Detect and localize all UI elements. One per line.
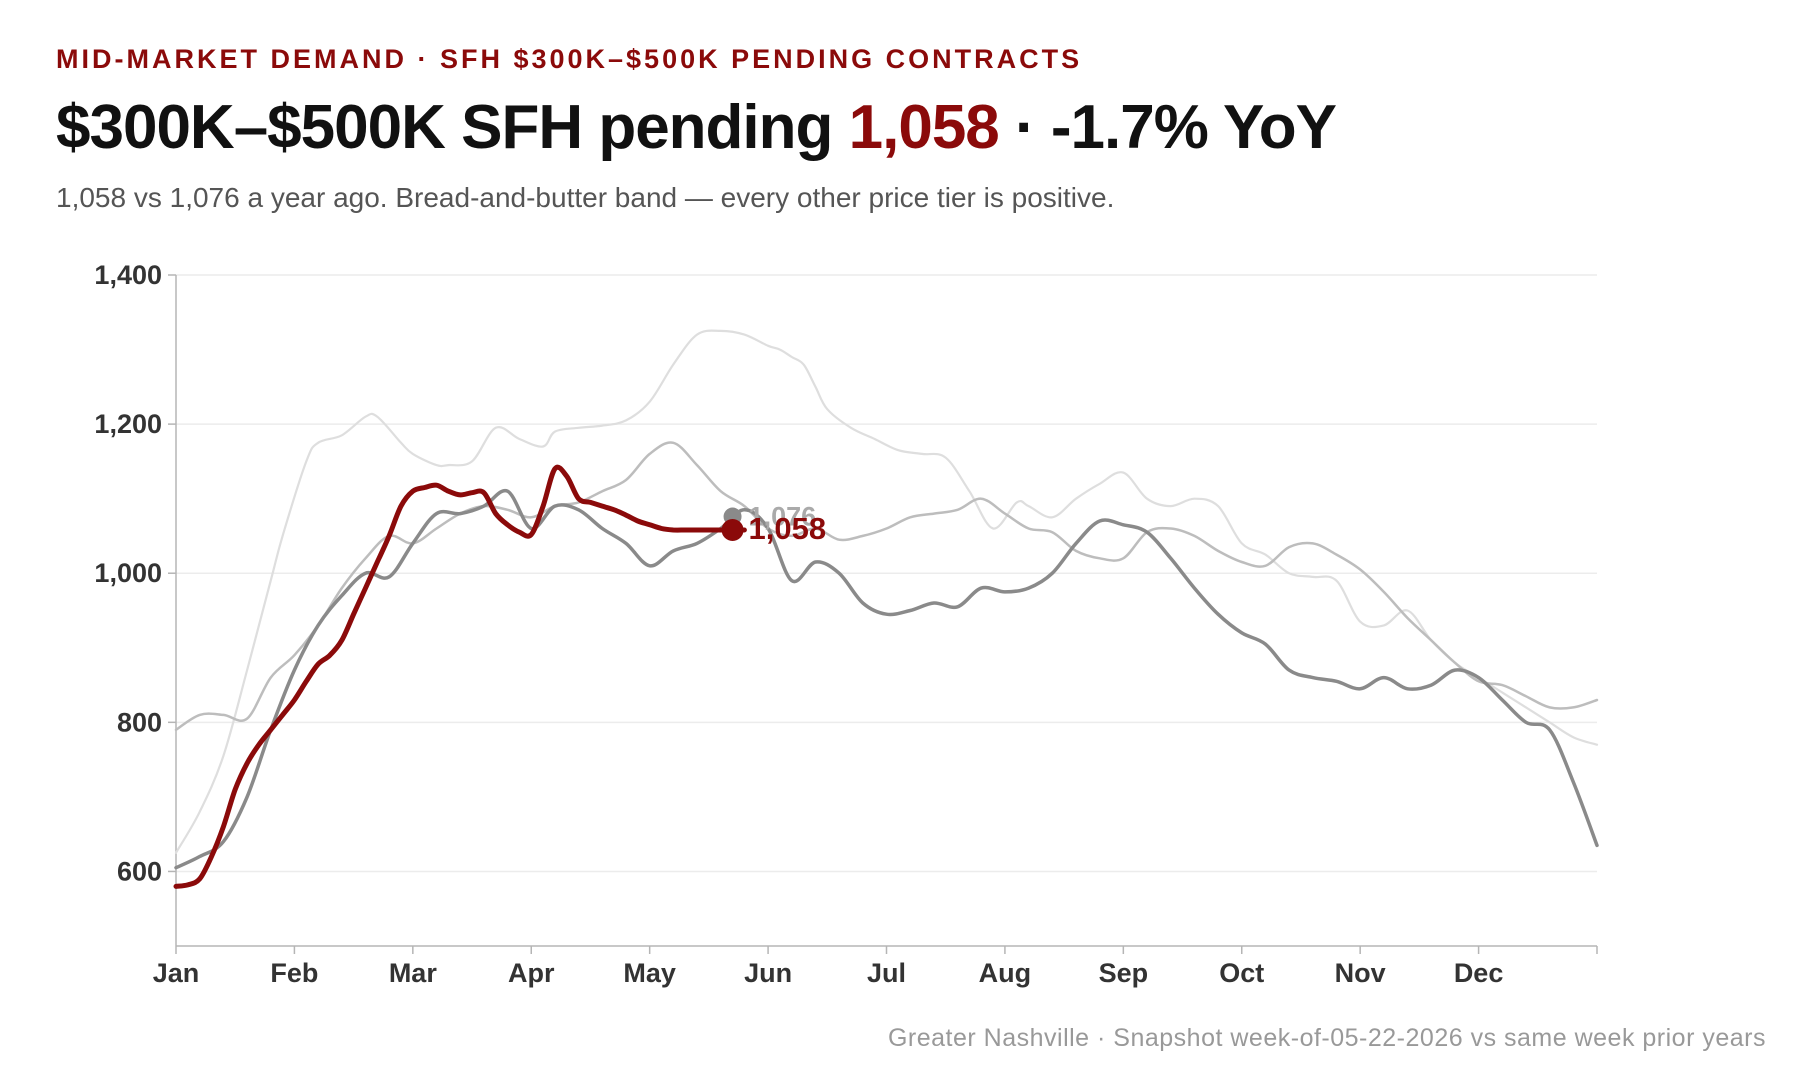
headline-prefix: $300K–$500K SFH pending xyxy=(56,93,849,162)
series-line-current xyxy=(173,464,747,889)
y-tick-label: 1,400 xyxy=(94,260,162,290)
grid-lines xyxy=(176,274,1597,873)
x-tick-label: Sep xyxy=(1099,958,1149,988)
headline-value: 1,058 xyxy=(848,93,1000,162)
chart-kicker: MID-MARKET DEMAND · SFH $300K–$500K PEND… xyxy=(56,44,1083,74)
chart-headline: $300K–$500K SFH pending 1,058 · -1.7% Yo… xyxy=(56,92,1337,163)
x-tick-label: Jul xyxy=(867,958,906,988)
end-value-label: 1,076 xyxy=(749,502,817,532)
end-value-label: 1,058 xyxy=(749,511,827,546)
x-tick-label: Mar xyxy=(389,958,438,988)
y-tick-label: 600 xyxy=(117,856,162,886)
x-tick-label: Aug xyxy=(979,958,1031,988)
x-tick-label: Feb xyxy=(270,958,318,988)
x-tick-label: Oct xyxy=(1219,958,1264,988)
end-marker-current xyxy=(721,518,744,541)
y-tick-label: 1,000 xyxy=(94,558,162,588)
series-line-prior-1 xyxy=(174,488,1599,870)
chart-footer: Greater Nashville · Snapshot week-of-05-… xyxy=(887,1024,1766,1052)
series-line-prior-2 xyxy=(174,441,1599,732)
axes: 600 800 1,000 1,200 1,400 Jan Feb Mar Apr May Jun J… xyxy=(94,260,1598,988)
x-tick-label: Dec xyxy=(1454,958,1504,988)
y-tick-label: 1,200 xyxy=(94,409,162,439)
x-tick-label: Apr xyxy=(508,958,555,988)
x-tick-label: May xyxy=(623,958,676,988)
headline-suffix: · -1.7% YoY xyxy=(998,93,1337,162)
x-tick-label: Jun xyxy=(744,958,792,988)
series-line-prior-3 xyxy=(174,329,1599,854)
y-tick-label: 800 xyxy=(117,707,162,737)
x-tick-label: Jan xyxy=(153,958,200,988)
series-lines xyxy=(173,329,1599,889)
chart-subtitle: 1,058 vs 1,076 a year ago. Bread-and-but… xyxy=(56,182,1115,213)
x-tick-label: Nov xyxy=(1335,958,1386,988)
line-chart: 600 800 1,000 1,200 1,400 Jan Feb Mar Apr May Jun J… xyxy=(94,260,1599,988)
